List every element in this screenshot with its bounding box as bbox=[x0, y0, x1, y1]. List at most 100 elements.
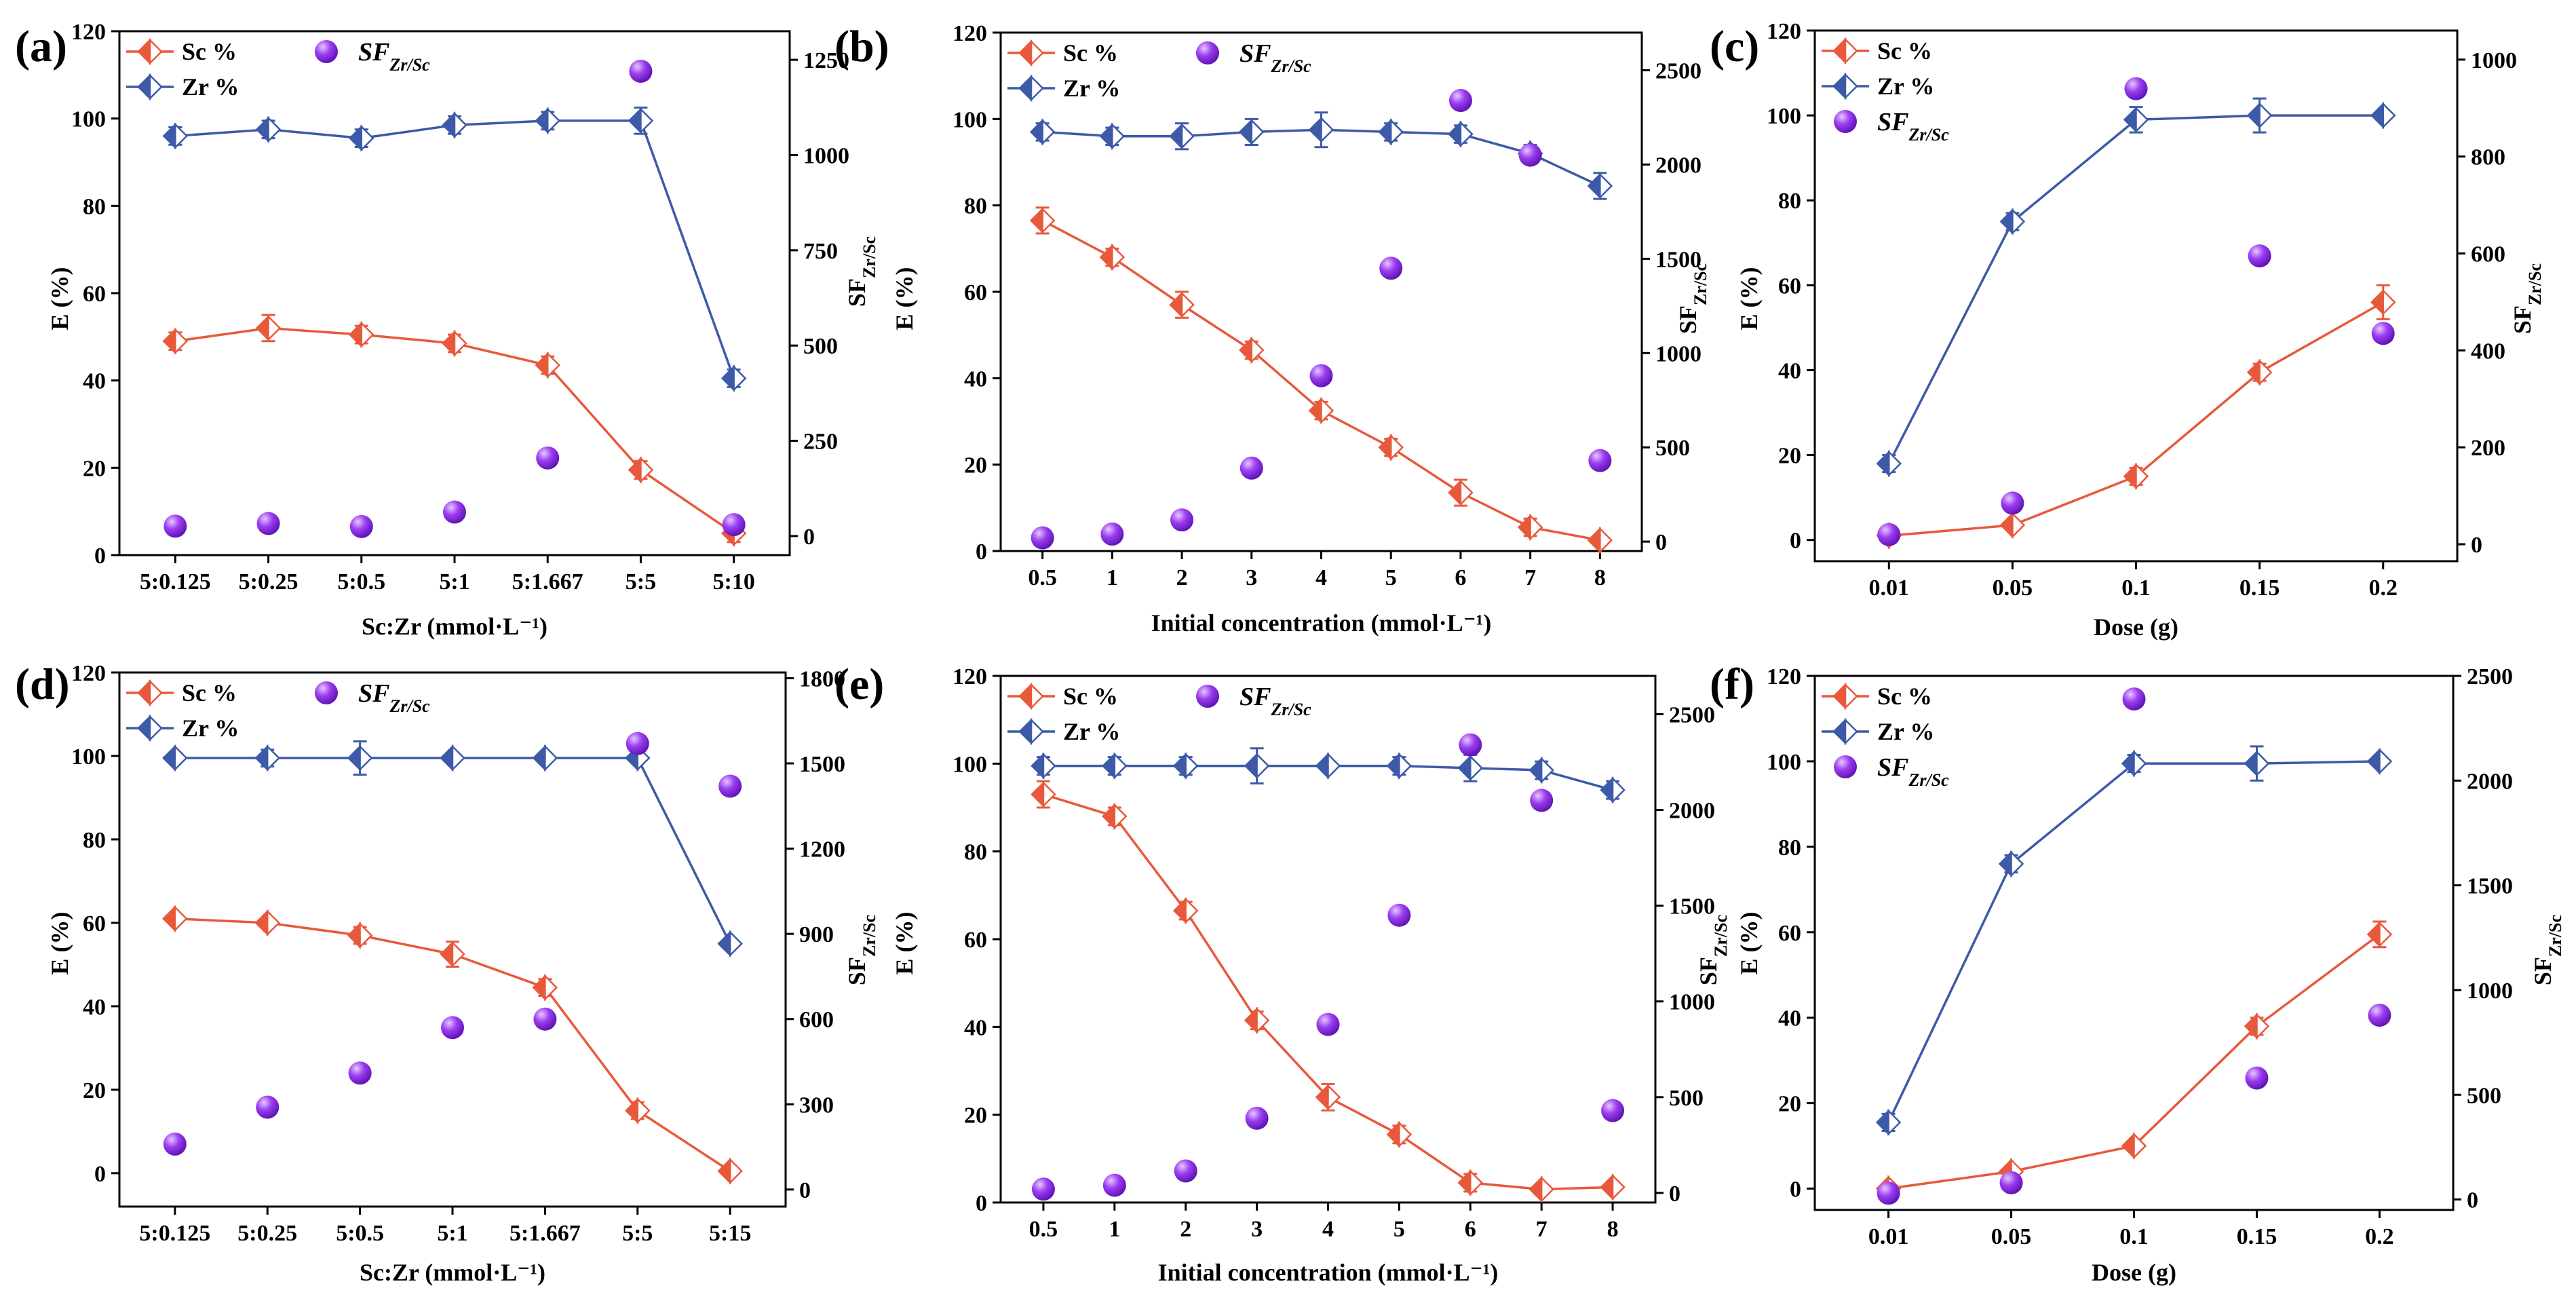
zr-point bbox=[1172, 752, 1199, 780]
sc-point-right bbox=[640, 456, 654, 484]
x-tick-label: 4 bbox=[1315, 565, 1327, 590]
zr-legend-marker-left bbox=[1832, 72, 1847, 100]
sf-legend-sub: Zr/Sc bbox=[389, 55, 430, 75]
zr-legend-marker bbox=[1018, 74, 1044, 102]
x-tick-label: 0.15 bbox=[2239, 575, 2280, 601]
y-tick-label: 20 bbox=[964, 453, 987, 478]
zr-point bbox=[1239, 118, 1265, 146]
y-tick-label: 20 bbox=[83, 456, 106, 481]
y-tick-label: 80 bbox=[1778, 835, 1801, 860]
zr-legend-marker-left bbox=[1018, 74, 1033, 102]
zr-point-right bbox=[733, 364, 747, 392]
x-tick-label: 5:0.5 bbox=[337, 569, 385, 594]
zr-point-right bbox=[1540, 757, 1554, 784]
sf-point bbox=[349, 514, 373, 538]
y-axis-title: E (%) bbox=[46, 912, 73, 975]
y-tick-label: 60 bbox=[1778, 273, 1801, 299]
x-axis-title: Sc:Zr (mmol·L⁻¹) bbox=[360, 1259, 545, 1286]
sc-point-left bbox=[2121, 1132, 2135, 1160]
zr-point-right bbox=[1611, 776, 1626, 804]
sf-point bbox=[1174, 1159, 1197, 1183]
y-tick-label: 80 bbox=[964, 194, 987, 219]
zr-legend-marker-right bbox=[1030, 717, 1044, 746]
sf-point bbox=[2245, 1066, 2269, 1090]
sc-legend-marker-left bbox=[137, 679, 151, 707]
sc-legend-label: Sc % bbox=[182, 38, 237, 65]
sc-point-right bbox=[1041, 206, 1056, 234]
zr-point-left bbox=[2366, 747, 2381, 775]
x-tick-label: 0.1 bbox=[2121, 575, 2151, 601]
sc-point bbox=[628, 456, 654, 484]
sf-point bbox=[1387, 903, 1411, 927]
sf-legend-label: SFZr/Sc bbox=[358, 38, 430, 75]
sc-point-left bbox=[1600, 1173, 1614, 1201]
sc-point-right bbox=[2256, 1012, 2270, 1040]
zr-point-right bbox=[1250, 118, 1265, 146]
y2-title-sub: Zr/Sc bbox=[860, 915, 879, 957]
y-tick-label: 60 bbox=[83, 282, 106, 307]
sf-point bbox=[1530, 789, 1554, 812]
zr-point-right bbox=[1320, 116, 1334, 144]
sf-legend-label: SFZr/Sc bbox=[1877, 108, 1949, 145]
zr-point-right bbox=[1327, 752, 1341, 780]
sc-point bbox=[440, 941, 465, 968]
zr-point-right bbox=[267, 115, 282, 143]
y2-tick-label: 750 bbox=[803, 239, 838, 264]
x-tick-label: 0.01 bbox=[1869, 575, 1910, 601]
zr-point-right bbox=[2010, 850, 2024, 878]
x-tick-label: 5:0.125 bbox=[139, 1221, 210, 1246]
sc-point-right bbox=[266, 909, 280, 936]
sc-legend-marker bbox=[137, 679, 163, 707]
sf-legend-label: SFZr/Sc bbox=[1239, 39, 1311, 76]
x-tick-label: 5:0.25 bbox=[237, 1221, 297, 1246]
chart-panel-3: (c) 0 20 40 60 80 100 120 0 200 400 600 800 1000 0.01 0… bbox=[1710, 19, 2545, 641]
zr-point bbox=[1998, 850, 2024, 878]
zr-legend-marker-right bbox=[1030, 74, 1044, 102]
sf-point bbox=[1100, 522, 1124, 546]
y2-tick-label: 2000 bbox=[1669, 799, 1715, 824]
y-tick-label: 120 bbox=[1767, 664, 1801, 689]
y-tick-label: 100 bbox=[71, 107, 106, 132]
sc-point-left bbox=[1031, 780, 1045, 808]
chart-panel-5: (e) 0 20 40 60 80 100 120 0 500 1000 1500 2000 2500 0.… bbox=[834, 660, 1731, 1286]
sc-legend-marker-right bbox=[1844, 682, 1858, 711]
zr-point-left bbox=[1315, 752, 1329, 780]
zr-legend-marker-right bbox=[1844, 717, 1858, 746]
y-tick-label: 40 bbox=[964, 366, 987, 392]
sf-point bbox=[626, 732, 649, 755]
y2-tick-label: 1000 bbox=[1655, 341, 1702, 366]
zr-point bbox=[2123, 106, 2149, 134]
zr-point bbox=[2121, 750, 2147, 778]
zr-point-right bbox=[2258, 102, 2273, 130]
zr-point bbox=[720, 364, 747, 392]
y-tick-label: 120 bbox=[953, 664, 987, 689]
plot-frame bbox=[999, 31, 1643, 552]
zr-point-left bbox=[2246, 102, 2261, 130]
sc-point bbox=[1999, 511, 2026, 539]
y2-title-sub: Zr/Sc bbox=[1691, 263, 1710, 305]
x-tick-label: 5:1.667 bbox=[512, 569, 583, 594]
zr-point-right bbox=[451, 744, 465, 772]
y2-title-main: SF bbox=[843, 957, 870, 985]
sc-point bbox=[254, 909, 280, 936]
y2-tick-label: 500 bbox=[803, 334, 838, 359]
zr-legend-marker bbox=[137, 73, 163, 101]
sc-point-left bbox=[1529, 1175, 1543, 1203]
sc-legend-marker bbox=[1832, 37, 1858, 65]
y2-tick-label: 400 bbox=[2471, 339, 2505, 364]
y-tick-label: 20 bbox=[964, 1103, 987, 1129]
zr-point-right bbox=[360, 124, 374, 152]
zr-legend-label: Zr % bbox=[182, 73, 239, 100]
sc-point-right bbox=[1327, 1083, 1341, 1111]
zr-point bbox=[717, 930, 743, 958]
sc-point bbox=[1102, 802, 1128, 830]
y-tick-label: 60 bbox=[964, 280, 987, 305]
x-tick-label: 5:5 bbox=[622, 1221, 653, 1246]
sf-point bbox=[1031, 526, 1054, 550]
sc-point-right bbox=[1389, 434, 1404, 461]
zr-point bbox=[255, 115, 282, 143]
sf-point bbox=[441, 1016, 464, 1040]
series-line-sc bbox=[1043, 793, 1613, 1191]
sf-point bbox=[629, 59, 653, 83]
sf-point bbox=[1379, 257, 1403, 280]
